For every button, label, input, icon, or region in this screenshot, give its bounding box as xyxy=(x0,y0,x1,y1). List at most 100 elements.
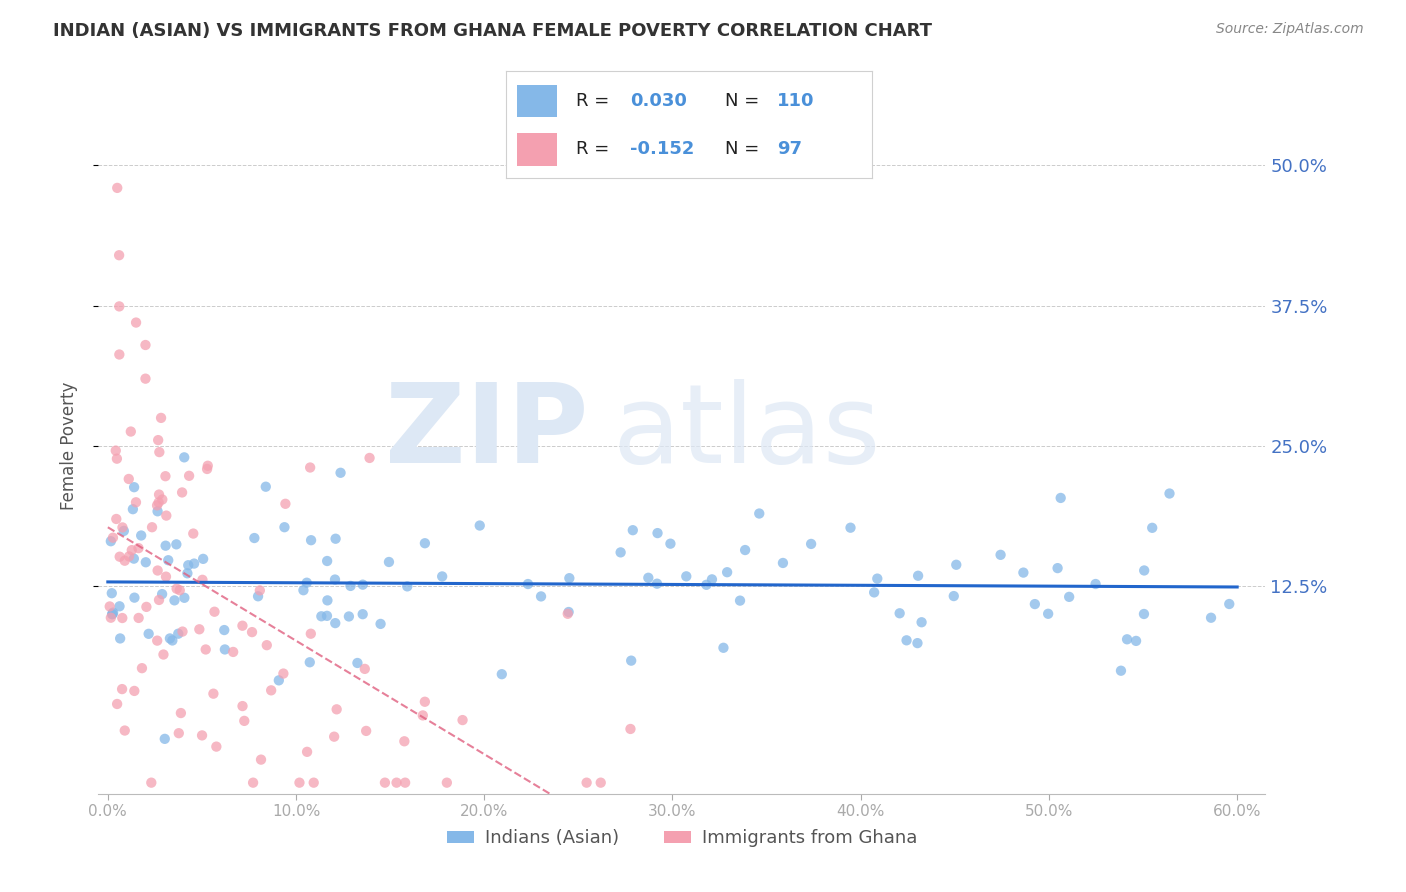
Point xyxy=(1049,491,1071,505)
Point xyxy=(354,723,377,738)
Point xyxy=(353,662,375,676)
Point xyxy=(316,554,339,568)
Point xyxy=(100,611,122,625)
Point xyxy=(166,582,188,596)
Point xyxy=(104,443,127,458)
Point xyxy=(1084,577,1107,591)
Point xyxy=(155,569,177,583)
Point xyxy=(120,425,142,439)
Point xyxy=(129,528,152,542)
Point xyxy=(135,599,157,614)
Point xyxy=(695,578,717,592)
Point xyxy=(135,555,157,569)
Point xyxy=(105,697,128,711)
Point xyxy=(214,623,236,637)
Point xyxy=(589,775,612,789)
Point xyxy=(181,526,204,541)
Point xyxy=(108,599,131,614)
Text: 0.030: 0.030 xyxy=(630,93,688,111)
Point xyxy=(150,492,173,507)
Point xyxy=(619,722,641,736)
Point xyxy=(148,495,170,509)
Point xyxy=(105,512,128,526)
Point xyxy=(101,607,124,622)
Point xyxy=(118,549,141,564)
Point xyxy=(204,605,226,619)
Point xyxy=(889,607,911,621)
Text: -0.152: -0.152 xyxy=(630,141,695,159)
Point xyxy=(141,520,163,534)
Point xyxy=(195,462,218,476)
Point xyxy=(172,485,194,500)
Point xyxy=(172,624,194,639)
Point xyxy=(659,537,682,551)
Point xyxy=(125,495,148,509)
Point xyxy=(167,726,190,740)
Point xyxy=(942,589,965,603)
Point xyxy=(214,642,236,657)
Point xyxy=(148,593,170,607)
Point xyxy=(240,625,263,640)
Point xyxy=(1159,486,1181,500)
Point xyxy=(907,636,929,650)
Point xyxy=(896,633,918,648)
Point xyxy=(233,714,256,728)
Point xyxy=(557,605,579,619)
Point xyxy=(118,472,141,486)
Point xyxy=(620,654,643,668)
Point xyxy=(1024,597,1046,611)
Point xyxy=(325,532,347,546)
Point xyxy=(101,586,124,600)
Point xyxy=(1140,521,1163,535)
Point xyxy=(436,775,458,789)
Point xyxy=(907,568,929,582)
Point xyxy=(98,599,121,614)
Point xyxy=(169,583,191,598)
Point xyxy=(352,577,374,591)
Point xyxy=(557,607,579,621)
Point xyxy=(394,775,416,789)
Point xyxy=(242,775,264,789)
Point xyxy=(146,433,169,447)
Point xyxy=(385,775,408,789)
Point xyxy=(155,539,177,553)
Point xyxy=(121,543,143,558)
Text: R =: R = xyxy=(575,141,609,159)
Text: R =: R = xyxy=(575,93,609,111)
Point xyxy=(247,589,270,603)
Point xyxy=(298,655,321,669)
Point xyxy=(346,656,368,670)
Point xyxy=(609,545,631,559)
Point xyxy=(191,728,214,742)
Point xyxy=(173,450,195,465)
Point xyxy=(153,731,176,746)
Point xyxy=(1125,634,1147,648)
Point xyxy=(188,622,211,636)
Point xyxy=(249,583,271,598)
Point xyxy=(167,626,190,640)
Point xyxy=(1133,607,1156,621)
Point xyxy=(558,571,581,585)
Point xyxy=(150,587,173,601)
Point xyxy=(772,556,794,570)
Point xyxy=(101,607,124,621)
Point xyxy=(359,450,381,465)
Point xyxy=(105,181,128,195)
Point xyxy=(101,531,124,545)
Point xyxy=(316,608,339,623)
Point xyxy=(165,537,187,551)
Point xyxy=(945,558,967,572)
Point xyxy=(374,775,396,789)
Point xyxy=(163,593,186,607)
Point xyxy=(1133,564,1156,578)
Point xyxy=(155,469,177,483)
Point xyxy=(114,723,136,738)
Point xyxy=(152,648,174,662)
Point xyxy=(197,458,219,473)
Point xyxy=(146,564,169,578)
Point xyxy=(177,468,200,483)
Point xyxy=(299,460,322,475)
Point xyxy=(637,571,659,585)
Point xyxy=(122,551,145,566)
Point xyxy=(1116,632,1139,647)
